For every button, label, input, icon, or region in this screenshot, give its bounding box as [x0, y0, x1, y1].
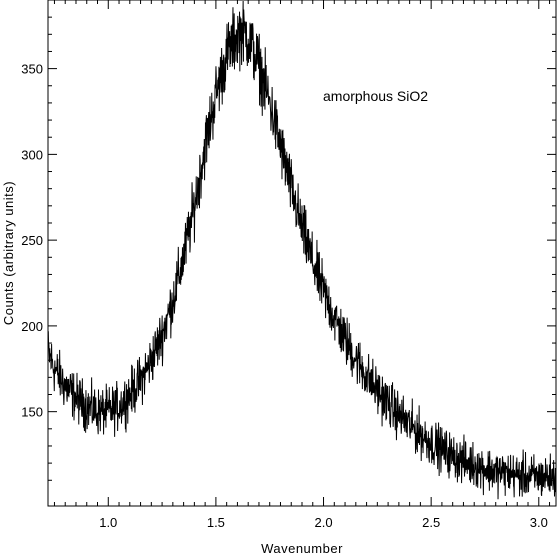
x-axis-ticks: 1.0 1.5 2.0 2.5 3.0 [53, 0, 551, 530]
x-tick-label: 1.5 [207, 515, 225, 530]
y-tick-label: 250 [21, 233, 43, 248]
x-tick-label: 3.0 [530, 515, 548, 530]
y-tick-label: 300 [21, 147, 43, 162]
x-tick-label: 2.0 [314, 515, 332, 530]
y-tick-label: 200 [21, 319, 43, 334]
x-tick-label: 1.0 [99, 515, 117, 530]
y-tick-label: 150 [21, 405, 43, 420]
series-line [47, 0, 557, 500]
y-tick-label: 350 [21, 62, 43, 77]
y-axis-ticks: 150 200 250 300 350 [21, 16, 556, 481]
plot-frame [47, 0, 557, 507]
x-axis-title: Wavenumber [261, 541, 343, 556]
y-axis-title: Counts (arbitrary units) [1, 181, 16, 325]
x-tick-label: 2.5 [422, 515, 440, 530]
sample-annotation: amorphous SiO2 [323, 88, 428, 104]
